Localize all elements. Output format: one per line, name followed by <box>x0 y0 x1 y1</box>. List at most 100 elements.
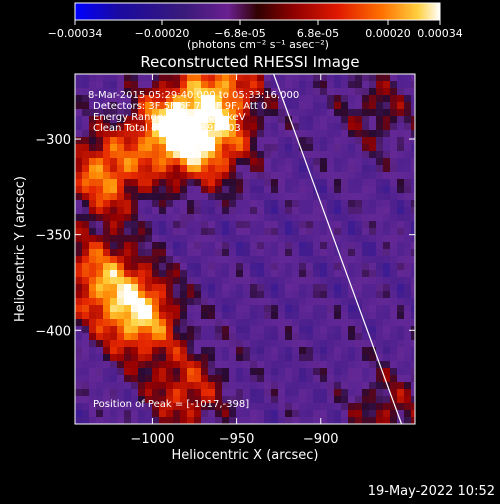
heatmap-cell <box>229 354 236 361</box>
heatmap-cell <box>229 249 236 256</box>
heatmap-cell <box>313 102 320 109</box>
heatmap-cell <box>243 368 250 375</box>
heatmap-cell <box>376 102 383 109</box>
heatmap-cell <box>96 193 103 200</box>
heatmap-cell <box>376 130 383 137</box>
heatmap-cell <box>75 319 82 326</box>
heatmap-cell <box>243 109 250 116</box>
heatmap-cell <box>383 95 390 102</box>
heatmap-cell <box>411 340 415 347</box>
heatmap-cell <box>152 116 159 123</box>
heatmap-cell <box>152 214 159 221</box>
heatmap-cell <box>355 326 362 333</box>
heatmap-cell <box>313 354 320 361</box>
heatmap-cell <box>355 340 362 347</box>
heatmap-cell <box>271 165 278 172</box>
heatmap-cell <box>145 235 152 242</box>
heatmap-cell <box>271 193 278 200</box>
heatmap-cell <box>334 172 341 179</box>
heatmap-cell <box>320 312 327 319</box>
heatmap-cell <box>299 263 306 270</box>
heatmap-cell <box>299 123 306 130</box>
heatmap-cell <box>145 333 152 340</box>
heatmap-cell <box>145 361 152 368</box>
heatmap-cell <box>145 291 152 298</box>
heatmap-cell <box>131 221 138 228</box>
heatmap-cell <box>404 130 411 137</box>
heatmap-cell <box>362 228 369 235</box>
heatmap-cell <box>75 144 82 151</box>
heatmap-cell <box>383 361 390 368</box>
heatmap-cell <box>145 144 152 151</box>
heatmap-cell <box>166 186 173 193</box>
heatmap-cell <box>362 263 369 270</box>
heatmap-cell <box>131 263 138 270</box>
heatmap-cell <box>117 200 124 207</box>
heatmap-cell <box>397 88 404 95</box>
heatmap-cell <box>96 242 103 249</box>
heatmap-cell <box>124 340 131 347</box>
heatmap-cell <box>243 403 250 410</box>
heatmap-cell <box>131 270 138 277</box>
heatmap-cell <box>383 249 390 256</box>
heatmap-cell <box>222 158 229 165</box>
heatmap-cell <box>404 235 411 242</box>
heatmap-cell <box>404 221 411 228</box>
heatmap-cell <box>166 179 173 186</box>
heatmap-cell <box>222 389 229 396</box>
heatmap-cell <box>229 368 236 375</box>
heatmap-cell <box>89 130 96 137</box>
heatmap-cell <box>82 249 89 256</box>
heatmap-cell <box>271 116 278 123</box>
heatmap-cell <box>187 403 194 410</box>
heatmap-cell <box>96 417 103 424</box>
heatmap-cell <box>334 375 341 382</box>
heatmap-cell <box>334 340 341 347</box>
heatmap-cell <box>110 354 117 361</box>
heatmap-cell <box>411 291 415 298</box>
heatmap-cell <box>362 291 369 298</box>
heatmap-cell <box>236 172 243 179</box>
heatmap-cell <box>320 165 327 172</box>
heatmap-cell <box>355 263 362 270</box>
heatmap-cell <box>89 179 96 186</box>
heatmap-cell <box>299 179 306 186</box>
heatmap-cell <box>411 109 415 116</box>
heatmap-cell <box>180 319 187 326</box>
heatmap-cell <box>110 109 117 116</box>
heatmap-cell <box>124 179 131 186</box>
heatmap-cell <box>117 179 124 186</box>
heatmap-cell <box>264 319 271 326</box>
heatmap-cell <box>264 151 271 158</box>
heatmap-cell <box>327 193 334 200</box>
heatmap-cell <box>145 200 152 207</box>
heatmap-cell <box>278 410 285 417</box>
heatmap-cell <box>341 200 348 207</box>
heatmap-cell <box>341 361 348 368</box>
heatmap-cell <box>320 221 327 228</box>
heatmap-cell <box>124 326 131 333</box>
heatmap-cell <box>152 249 159 256</box>
heatmap-cell <box>152 102 159 109</box>
heatmap-cell <box>229 333 236 340</box>
heatmap-cell <box>257 361 264 368</box>
heatmap-cell <box>306 417 313 424</box>
heatmap-cell <box>257 207 264 214</box>
heatmap-cell <box>327 207 334 214</box>
heatmap-cell <box>250 186 257 193</box>
heatmap-cell <box>201 270 208 277</box>
heatmap-cell <box>292 410 299 417</box>
heatmap-cell <box>299 417 306 424</box>
heatmap-cell <box>159 389 166 396</box>
heatmap-cell <box>306 165 313 172</box>
heatmap-cell <box>348 319 355 326</box>
heatmap-cell <box>222 249 229 256</box>
heatmap-cell <box>383 256 390 263</box>
heatmap-cell <box>355 354 362 361</box>
heatmap-cell <box>138 354 145 361</box>
heatmap-cell <box>292 88 299 95</box>
heatmap-cell <box>138 137 145 144</box>
heatmap-cell <box>243 116 250 123</box>
heatmap-cell <box>131 361 138 368</box>
